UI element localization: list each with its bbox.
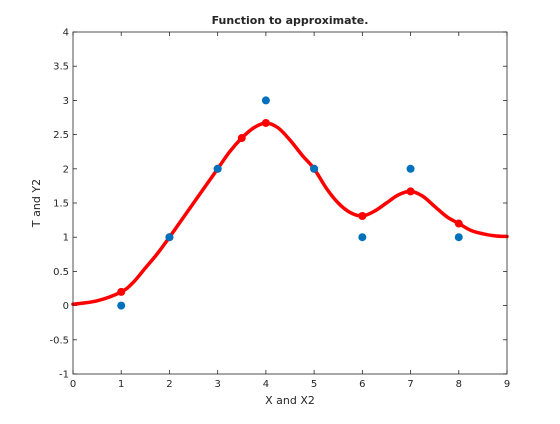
plot-area [73, 32, 507, 374]
data-point [261, 96, 270, 105]
x-axis-ticks: 0 1 2 3 4 5 6 7 8 9 [70, 32, 510, 390]
data-point [213, 164, 222, 173]
x-tick-label: 3 [214, 379, 220, 390]
y-tick-label: 2.5 [53, 130, 69, 141]
x-axis-label: X and X2 [265, 394, 315, 407]
curve-marker-point [454, 219, 463, 228]
approximation-curve [71, 121, 509, 306]
curve-marker-point [406, 187, 415, 196]
x-tick-label: 0 [70, 379, 76, 390]
y-tick-label: 3 [63, 96, 69, 107]
y-tick-label: 0 [63, 301, 69, 312]
y-tick-label: 0.5 [53, 267, 69, 278]
curve-marker-point [237, 134, 246, 143]
y-tick-label: 2 [63, 164, 69, 175]
data-point [406, 164, 415, 173]
x-tick-label: 2 [166, 379, 172, 390]
x-tick-label: 6 [359, 379, 365, 390]
curve-marker-point [261, 118, 270, 127]
y-tick-label: 1 [63, 233, 69, 244]
y-tick-label: -0.5 [49, 335, 69, 346]
x-tick-label: 5 [311, 379, 317, 390]
x-tick-label: 8 [456, 379, 462, 390]
data-point [165, 233, 174, 242]
curve-marker-point [358, 211, 367, 220]
chart-title: Function to approximate. [212, 14, 369, 27]
data-point [310, 164, 319, 173]
series-layer [71, 96, 509, 310]
x-tick-label: 7 [407, 379, 413, 390]
y-tick-label: 1.5 [53, 199, 69, 210]
curve-marker-point [117, 287, 126, 296]
y-tick-label: 4 [63, 28, 69, 39]
x-tick-label: 4 [263, 379, 269, 390]
x-tick-label: 1 [118, 379, 124, 390]
x-tick-label: 9 [504, 379, 510, 390]
y-axis-ticks: -1 -0.5 0 0.5 1 1.5 2 2.5 3 3.5 4 [49, 28, 507, 381]
data-point [117, 301, 126, 310]
y-axis-label: T and Y2 [30, 179, 43, 228]
y-tick-label: 3.5 [53, 62, 69, 73]
data-point [454, 233, 463, 242]
axes-box [72, 31, 508, 375]
data-point [358, 233, 367, 242]
y-tick-label: -1 [59, 370, 69, 381]
